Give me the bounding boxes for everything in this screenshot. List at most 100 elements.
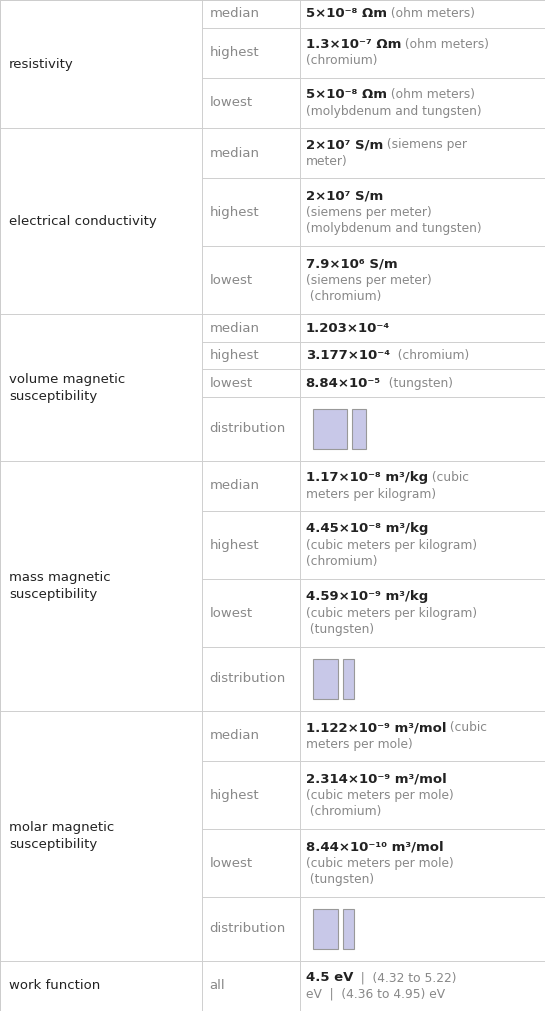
Bar: [343, 659, 354, 699]
Text: highest: highest: [210, 789, 259, 802]
Text: (ohm meters): (ohm meters): [401, 38, 489, 51]
Bar: [300, 342, 545, 369]
Bar: [300, 78, 545, 128]
Text: 4.59×10⁻⁹ m³/kg: 4.59×10⁻⁹ m³/kg: [306, 590, 428, 603]
Bar: [202, 178, 300, 247]
Text: highest: highest: [210, 47, 259, 60]
Text: 8.84×10⁻⁵: 8.84×10⁻⁵: [306, 377, 381, 390]
Text: 4.45×10⁻⁸ m³/kg: 4.45×10⁻⁸ m³/kg: [306, 522, 428, 535]
Text: highest: highest: [210, 349, 259, 362]
Bar: [300, 314, 545, 342]
Bar: [202, 711, 300, 761]
Text: (chromium): (chromium): [306, 555, 377, 568]
Bar: [202, 397, 300, 461]
Text: 1.17×10⁻⁸ m³/kg: 1.17×10⁻⁸ m³/kg: [306, 471, 428, 484]
Bar: [300, 369, 545, 397]
Text: |  (4.32 to 5.22): | (4.32 to 5.22): [353, 972, 457, 984]
Text: (chromium): (chromium): [306, 805, 381, 818]
Text: distribution: distribution: [210, 922, 286, 935]
Bar: [202, 579, 300, 647]
Text: median: median: [210, 479, 259, 492]
Text: (siemens per meter): (siemens per meter): [306, 274, 432, 287]
Bar: [313, 409, 347, 449]
Text: (cubic meters per kilogram): (cubic meters per kilogram): [306, 539, 477, 552]
Bar: [300, 647, 545, 711]
Text: (tungsten): (tungsten): [306, 623, 374, 636]
Bar: [300, 178, 545, 247]
Text: 1.203×10⁻⁴: 1.203×10⁻⁴: [306, 321, 390, 335]
Text: mass magnetic
susceptibility: mass magnetic susceptibility: [9, 571, 111, 601]
Bar: [202, 829, 300, 897]
Text: (cubic meters per kilogram): (cubic meters per kilogram): [306, 607, 477, 620]
Bar: [202, 27, 300, 78]
Text: (tungsten): (tungsten): [306, 874, 374, 886]
Bar: [300, 0, 545, 27]
Bar: [202, 647, 300, 711]
Text: 2×10⁷ S/m: 2×10⁷ S/m: [306, 189, 383, 202]
Text: (cubic meters per mole): (cubic meters per mole): [306, 856, 453, 869]
Text: 5×10⁻⁸ Ωm: 5×10⁻⁸ Ωm: [306, 88, 387, 101]
Bar: [300, 27, 545, 78]
Bar: [202, 128, 300, 178]
Text: (chromium): (chromium): [306, 290, 381, 303]
Text: median: median: [210, 7, 259, 20]
Bar: [300, 511, 545, 579]
Text: 5×10⁻⁸ Ωm: 5×10⁻⁸ Ωm: [306, 7, 387, 20]
Text: lowest: lowest: [210, 274, 253, 287]
Bar: [300, 711, 545, 761]
Text: 2×10⁷ S/m: 2×10⁷ S/m: [306, 139, 383, 152]
Bar: [313, 659, 338, 699]
Bar: [202, 960, 300, 1011]
Bar: [202, 314, 300, 342]
Text: distribution: distribution: [210, 672, 286, 685]
Bar: [0, 960, 202, 1011]
Bar: [202, 342, 300, 369]
Text: highest: highest: [210, 539, 259, 552]
Text: meters per kilogram): meters per kilogram): [306, 487, 436, 500]
Text: (ohm meters): (ohm meters): [387, 7, 475, 20]
Bar: [202, 0, 300, 27]
Bar: [300, 247, 545, 314]
Text: (molybdenum and tungsten): (molybdenum and tungsten): [306, 222, 481, 236]
Bar: [300, 897, 545, 960]
Text: 8.44×10⁻¹⁰ m³/mol: 8.44×10⁻¹⁰ m³/mol: [306, 840, 444, 853]
Text: highest: highest: [210, 206, 259, 218]
Text: (siemens per meter): (siemens per meter): [306, 206, 432, 218]
Text: 1.122×10⁻⁹ m³/mol: 1.122×10⁻⁹ m³/mol: [306, 721, 446, 734]
Text: median: median: [210, 147, 259, 160]
Text: median: median: [210, 321, 259, 335]
Text: eV  |  (4.36 to 4.95) eV: eV | (4.36 to 4.95) eV: [306, 988, 445, 1001]
Bar: [300, 397, 545, 461]
Text: meter): meter): [306, 155, 348, 168]
Text: lowest: lowest: [210, 96, 253, 109]
Text: distribution: distribution: [210, 423, 286, 436]
Bar: [0, 711, 202, 960]
Bar: [300, 128, 545, 178]
Bar: [202, 247, 300, 314]
Bar: [0, 461, 202, 711]
Bar: [0, 128, 202, 314]
Text: 3.177×10⁻⁴: 3.177×10⁻⁴: [306, 349, 390, 362]
Bar: [300, 461, 545, 511]
Text: (ohm meters): (ohm meters): [387, 88, 475, 101]
Bar: [202, 369, 300, 397]
Text: (cubic: (cubic: [428, 471, 469, 484]
Bar: [0, 0, 202, 128]
Bar: [202, 461, 300, 511]
Bar: [300, 829, 545, 897]
Bar: [202, 78, 300, 128]
Text: (chromium): (chromium): [306, 55, 377, 68]
Text: (cubic meters per mole): (cubic meters per mole): [306, 789, 453, 802]
Text: lowest: lowest: [210, 856, 253, 869]
Text: median: median: [210, 729, 259, 742]
Text: 7.9×10⁶ S/m: 7.9×10⁶ S/m: [306, 258, 397, 270]
Bar: [300, 761, 545, 829]
Text: (chromium): (chromium): [390, 349, 469, 362]
Bar: [352, 409, 366, 449]
Text: molar magnetic
susceptibility: molar magnetic susceptibility: [9, 821, 114, 851]
Text: 4.5 eV: 4.5 eV: [306, 972, 353, 984]
Bar: [343, 909, 354, 948]
Bar: [202, 511, 300, 579]
Bar: [202, 897, 300, 960]
Bar: [300, 960, 545, 1011]
